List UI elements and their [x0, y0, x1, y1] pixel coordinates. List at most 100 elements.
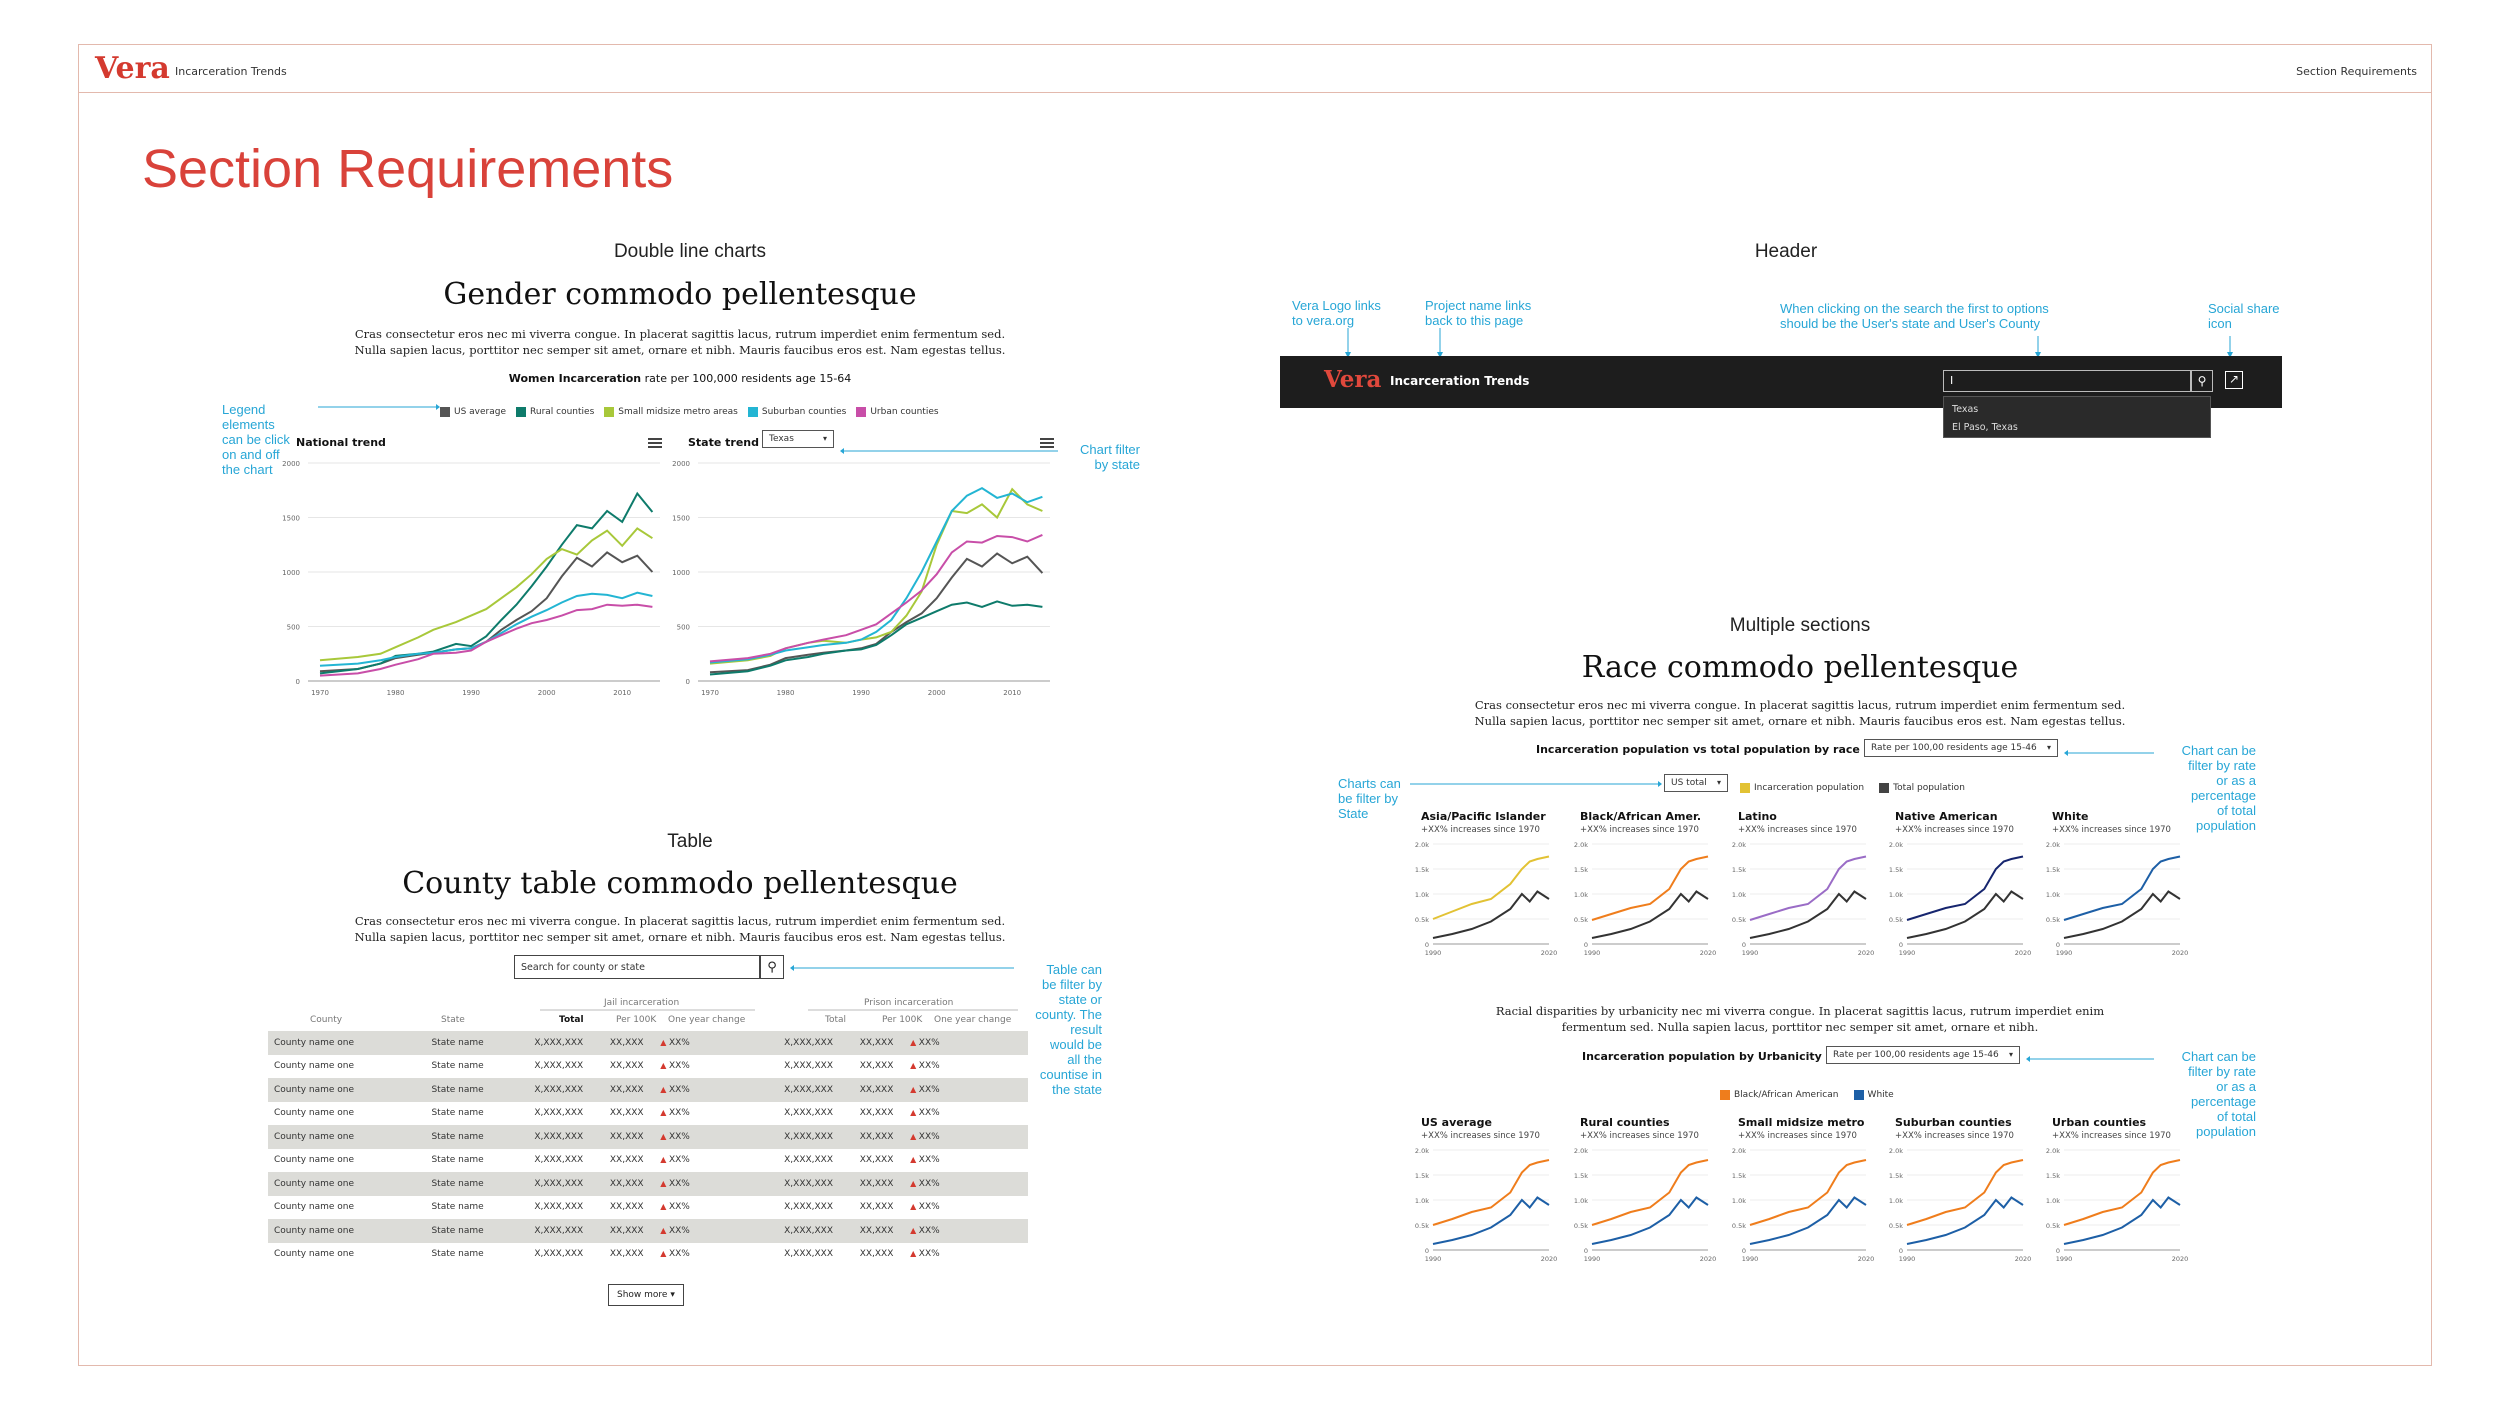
x-tick-label: 2020	[1700, 949, 1717, 957]
col-county[interactable]: County	[310, 1015, 343, 1025]
rate-dropdown-race[interactable]: Rate per 100,00 residents age 15-46 ▾	[1864, 739, 2058, 757]
table-row[interactable]: County name one State name X,XXX,XXX XX,XXX…	[268, 1243, 1028, 1267]
table-cell: X,XXX,XXX	[528, 1149, 604, 1173]
legend-incarceration[interactable]: Incarceration population	[1740, 783, 1864, 793]
small-multiple-title: Latino	[1738, 810, 1777, 823]
cell-value: XX%	[668, 1037, 690, 1048]
legend-total[interactable]: Total population	[1879, 783, 1965, 793]
table-row[interactable]: County name one State name X,XXX,XXX XX,XXX…	[268, 1149, 1028, 1173]
cell-value: State name	[431, 1155, 484, 1166]
show-more-button[interactable]: Show more ▾	[608, 1284, 684, 1306]
table-row[interactable]: County name one State name X,XXX,XXX XX,XXX…	[268, 1219, 1028, 1243]
cell-value: XX%	[918, 1037, 940, 1048]
note-rate-arrow-2	[2026, 1056, 2154, 1062]
cell-value: XX,XXX	[859, 1225, 894, 1236]
suggestion-item[interactable]: El Paso, Texas	[1952, 422, 2018, 433]
table-row[interactable]: County name one State name X,XXX,XXX XX,XXX…	[268, 1125, 1028, 1149]
small-multiple-title: White	[2052, 810, 2089, 823]
small-multiple-subtitle: +XX% increases since 1970	[1421, 1131, 1540, 1141]
header-vera-logo[interactable]: Vera	[1324, 366, 1382, 393]
legend-item[interactable]: Urban counties	[856, 407, 939, 417]
table-cell: X,XXX,XXX	[528, 1102, 604, 1126]
cell-value: State name	[431, 1061, 484, 1072]
table-cell: County name one	[268, 1219, 426, 1243]
double-title: Gender commodo pellentesque	[443, 277, 917, 312]
cell-value: XX%	[918, 1249, 940, 1260]
legend-item[interactable]: Suburban counties	[747, 407, 847, 417]
cell-value: County name one	[274, 1061, 355, 1072]
table-cell: X,XXX,XXX	[528, 1243, 604, 1267]
cell-value: XX%	[918, 1155, 940, 1166]
col-jail-total[interactable]: Total	[559, 1015, 584, 1025]
header-search-button[interactable]: ⚲	[2191, 370, 2213, 392]
county-search-input[interactable]: Search for county or state	[514, 955, 760, 979]
table-row[interactable]: County name one State name X,XXX,XXX XX,XXX…	[268, 1196, 1028, 1220]
legend-swatch	[440, 407, 450, 417]
cell-value: XX,XXX	[859, 1178, 894, 1189]
cell-value: X,XXX,XXX	[784, 1037, 834, 1048]
col-state[interactable]: State	[441, 1015, 465, 1025]
section-label-header: Header	[1754, 241, 1818, 262]
suggestion-item[interactable]: Texas	[1952, 404, 1979, 415]
legend-swatch	[516, 407, 527, 417]
series-line	[1591, 1196, 1709, 1245]
multiple-title: Race commodo pellentesque	[1581, 650, 2019, 685]
rate-dropdown-urban[interactable]: Rate per 100,00 residents age 15-46 ▾	[1826, 1046, 2020, 1064]
y-tick-label: 0	[686, 678, 690, 686]
legend-white[interactable]: White	[1853, 1090, 1894, 1100]
small-multiple-title: Asia/Pacific Islander	[1421, 810, 1546, 823]
col-prison-per100k[interactable]: Per 100K	[882, 1015, 923, 1025]
table-cell: ▲ XX%	[654, 1172, 779, 1196]
vera-logo[interactable]: Vera	[95, 51, 170, 86]
col-prison-total[interactable]: Total	[825, 1015, 847, 1025]
menu-icon[interactable]	[1040, 438, 1054, 448]
share-icon[interactable]: ↗	[2225, 371, 2243, 389]
table-row[interactable]: County name one State name X,XXX,XXX XX,XXX…	[268, 1055, 1028, 1079]
table-cell: XX,XXX	[603, 1078, 655, 1102]
menu-icon[interactable]	[648, 438, 662, 448]
table-cell: State name	[425, 1078, 529, 1102]
table-cell: X,XXX,XXX	[528, 1172, 604, 1196]
search-button[interactable]: ⚲	[760, 955, 784, 979]
note-share: Social share icon	[2208, 301, 2280, 331]
series-line	[1906, 1159, 2024, 1226]
series-line	[709, 600, 1043, 676]
small-multiple-chart: 0 0.5k 1.0k 1.5k 2.0k 1990 2020	[1415, 841, 1557, 957]
note-search: When clicking on the search the first to…	[1780, 301, 2049, 331]
small-multiple-chart: 0 0.5k 1.0k 1.5k 2.0k 1990 2020	[2046, 1147, 2188, 1263]
col-jail-change[interactable]: One year change	[668, 1015, 746, 1025]
table-row[interactable]: County name one State name X,XXX,XXX XX,XXX…	[268, 1078, 1028, 1102]
col-jail-per100k[interactable]: Per 100K	[616, 1015, 657, 1025]
cell-value: XX%	[918, 1202, 940, 1213]
us-total-dropdown[interactable]: US total ▾	[1664, 774, 1728, 792]
x-tick-label: 1990	[1899, 1255, 1916, 1263]
header-project-name[interactable]: Incarceration Trends	[1390, 374, 1530, 388]
project-name[interactable]: Incarceration Trends	[175, 65, 287, 78]
small-multiple-title: Rural counties	[1580, 1116, 1670, 1129]
note-filter-arrow	[840, 448, 1058, 454]
legend-item[interactable]: US average	[440, 407, 506, 417]
arrow-up-icon: ▲	[660, 1249, 669, 1259]
legend-item[interactable]: Small midsize metro areas	[604, 407, 738, 417]
table-cell: X,XXX,XXX	[778, 1219, 854, 1243]
cell-value: XX%	[668, 1225, 690, 1236]
table-row[interactable]: County name one State name X,XXX,XXX XX,XXX…	[268, 1102, 1028, 1126]
y-tick-label: 2.0k	[1574, 1147, 1588, 1155]
table-cell: County name one	[268, 1125, 426, 1149]
table-cell: XX,XXX	[603, 1172, 655, 1196]
legend-label: Suburban counties	[761, 407, 847, 417]
state-dropdown[interactable]: Texas ▾	[762, 430, 834, 448]
table-row[interactable]: County name one State name X,XXX,XXX XX,XXX…	[268, 1172, 1028, 1196]
cell-value: XX%	[918, 1131, 940, 1142]
table-cell: XX,XXX	[853, 1125, 905, 1149]
legend-item[interactable]: Rural counties	[516, 407, 594, 417]
y-tick-label: 2.0k	[1732, 841, 1746, 849]
table-row[interactable]: County name one State name X,XXX,XXX XX,XXX…	[268, 1031, 1028, 1055]
table-cell: ▲ XX%	[654, 1102, 778, 1126]
col-prison-change[interactable]: One year change	[934, 1015, 1012, 1025]
y-tick-label: 0.5k	[1732, 1222, 1746, 1230]
legend-black[interactable]: Black/African American	[1720, 1090, 1838, 1100]
legend-swatch	[856, 407, 867, 417]
header-search-input[interactable]: I	[1943, 370, 2191, 392]
y-tick-label: 0.5k	[1574, 1222, 1588, 1230]
